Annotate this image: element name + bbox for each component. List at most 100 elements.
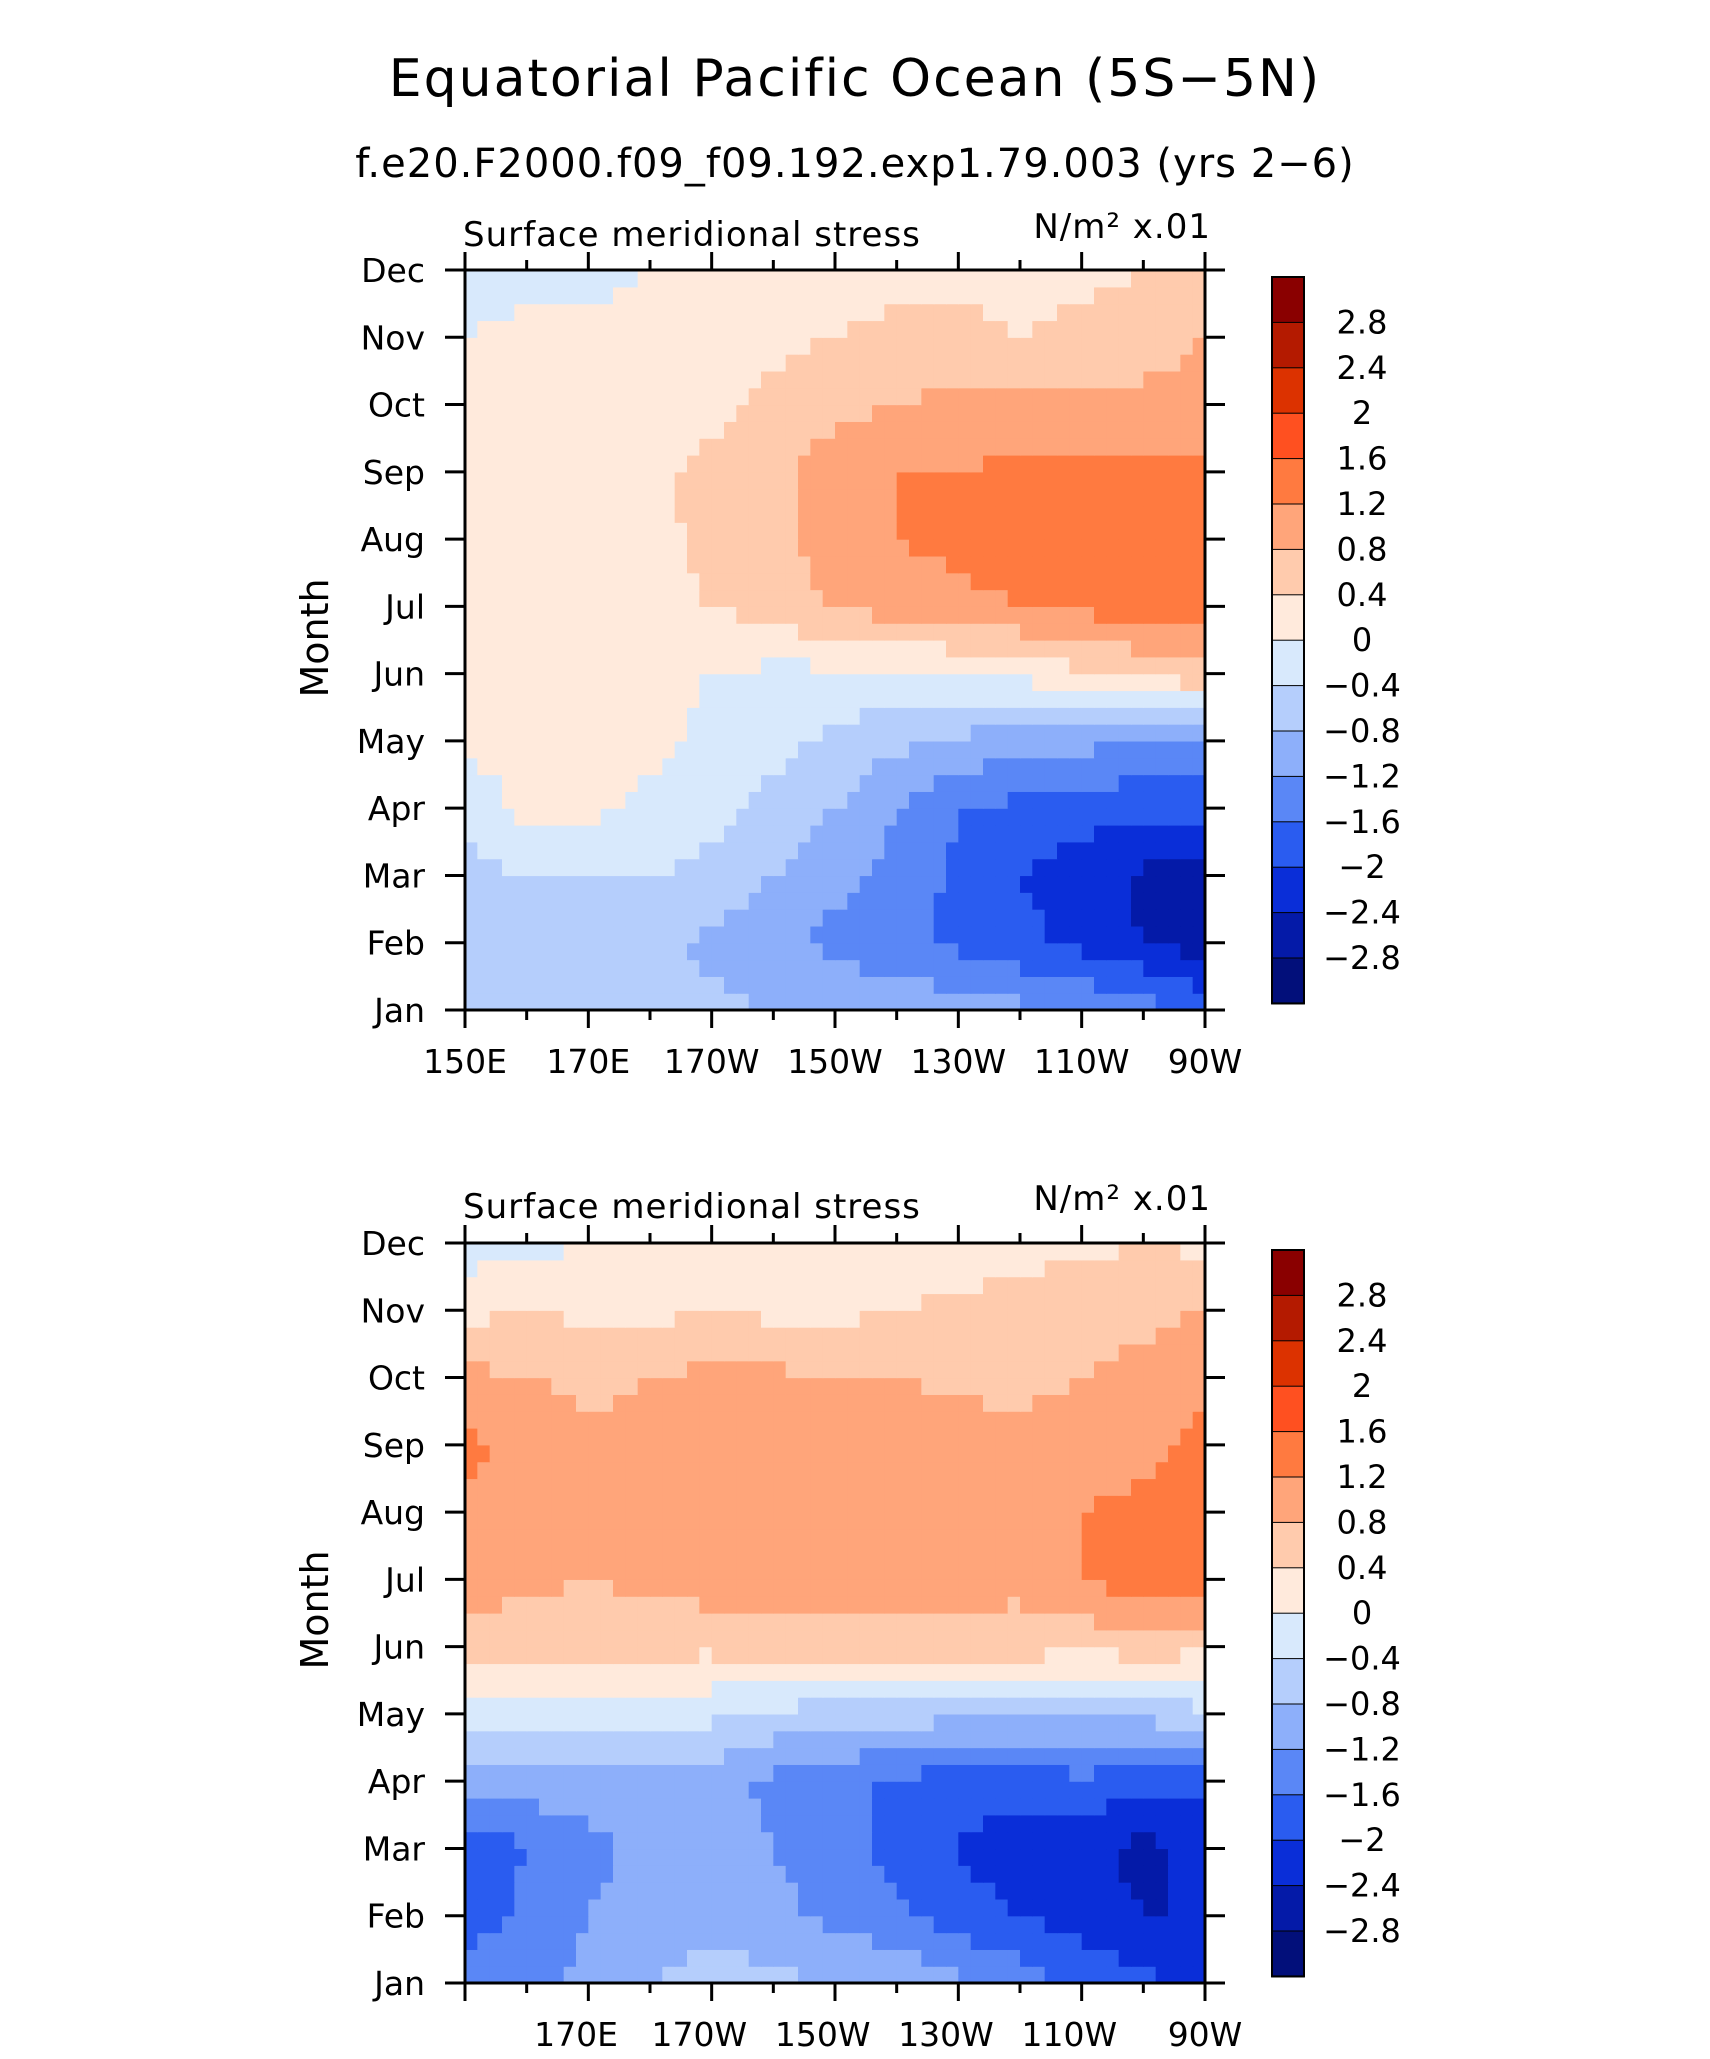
field-cell (551, 1495, 565, 1513)
field-cell (625, 1394, 639, 1412)
field-cell (785, 1781, 799, 1799)
field-cell (1180, 808, 1194, 826)
field-cell (761, 1949, 774, 1967)
field-cell (489, 925, 503, 944)
field-cell (711, 1966, 725, 1983)
field-cell (1069, 925, 1083, 944)
field-cell (637, 1512, 651, 1530)
field-cell (896, 337, 910, 355)
field-cell (1057, 993, 1070, 1010)
field-cell (946, 1882, 959, 1900)
field-cell (872, 1814, 885, 1833)
y-tick-label: Feb (367, 924, 425, 963)
field-cell (465, 555, 478, 574)
field-cell (970, 1663, 984, 1681)
field-cell (736, 791, 750, 809)
field-cell (946, 640, 959, 658)
field-cell (588, 438, 602, 456)
field-cell (748, 1713, 762, 1732)
field-cell (1180, 707, 1194, 725)
field-cell (1032, 909, 1046, 927)
field-cell (1057, 1932, 1070, 1950)
field-cell (946, 875, 959, 893)
field-cell (872, 959, 885, 977)
field-cell (1044, 286, 1058, 305)
field-cell (687, 623, 700, 641)
field-cell (761, 1545, 774, 1564)
field-cell (551, 1377, 565, 1395)
field-cell (933, 841, 947, 860)
field-cell (859, 690, 873, 708)
field-cell (489, 1562, 503, 1580)
field-cell (551, 1882, 565, 1900)
field-cell (1131, 875, 1144, 893)
field-cell (1094, 976, 1107, 994)
field-cell (835, 1528, 848, 1547)
field-cell (933, 421, 947, 439)
field-cell (699, 942, 713, 961)
field-cell (822, 539, 836, 557)
field-cell (1143, 1814, 1157, 1833)
field-cell (896, 925, 910, 944)
field-cell (736, 1713, 750, 1732)
field-cell (563, 1680, 577, 1698)
field-cell (736, 942, 750, 961)
field-cell (637, 505, 651, 523)
field-cell (576, 1360, 589, 1379)
field-cell (946, 724, 959, 742)
field-cell (502, 976, 515, 994)
field-cell (884, 1865, 898, 1883)
field-cell (1007, 488, 1021, 507)
field-cell (847, 1764, 861, 1782)
field-cell (724, 1478, 737, 1496)
field-cell (847, 1713, 861, 1732)
field-cell (1081, 909, 1095, 927)
field-cell (748, 1360, 762, 1379)
field-cell (514, 303, 528, 322)
field-cell (502, 707, 515, 725)
field-cell (477, 1394, 491, 1412)
field-cell (588, 825, 602, 843)
field-cell (477, 337, 491, 355)
field-cell (872, 841, 885, 860)
field-cell (576, 286, 589, 305)
field-cell (613, 303, 626, 322)
field-cell (1081, 1562, 1095, 1580)
field-cell (1192, 1915, 1205, 1934)
field-cell (933, 539, 947, 557)
field-cell (699, 959, 713, 977)
field-cell (1094, 337, 1107, 355)
field-cell (1180, 1377, 1194, 1395)
field-cell (662, 1478, 676, 1496)
field-cell (539, 690, 552, 708)
field-cell (748, 1444, 762, 1463)
field-cell (724, 606, 737, 624)
field-cell (1155, 589, 1169, 607)
field-cell (1081, 1613, 1095, 1631)
field-cell (588, 640, 602, 658)
field-cell (921, 421, 935, 439)
field-cell (847, 1629, 861, 1648)
field-cell (674, 1545, 688, 1564)
field-cell (995, 1764, 1009, 1782)
field-cell (662, 740, 676, 759)
field-cell (1007, 1411, 1021, 1429)
field-cell (847, 1613, 861, 1631)
field-cell (1032, 1461, 1046, 1480)
field-cell (810, 1882, 824, 1900)
field-cell (1168, 1764, 1181, 1782)
field-cell (674, 270, 688, 288)
field-cell (1180, 1579, 1194, 1597)
field-cell (1168, 791, 1181, 809)
field-cell (1143, 1898, 1157, 1917)
field-cell (1131, 1629, 1144, 1648)
field-cell (909, 1898, 922, 1917)
field-cell (625, 1697, 639, 1715)
field-cell (613, 1646, 626, 1665)
field-cell (1143, 959, 1157, 977)
field-cell (748, 1478, 762, 1496)
field-cell (946, 1798, 959, 1816)
field-cell (1094, 589, 1107, 607)
field-cell (970, 370, 984, 389)
field-cell (1007, 1915, 1021, 1934)
